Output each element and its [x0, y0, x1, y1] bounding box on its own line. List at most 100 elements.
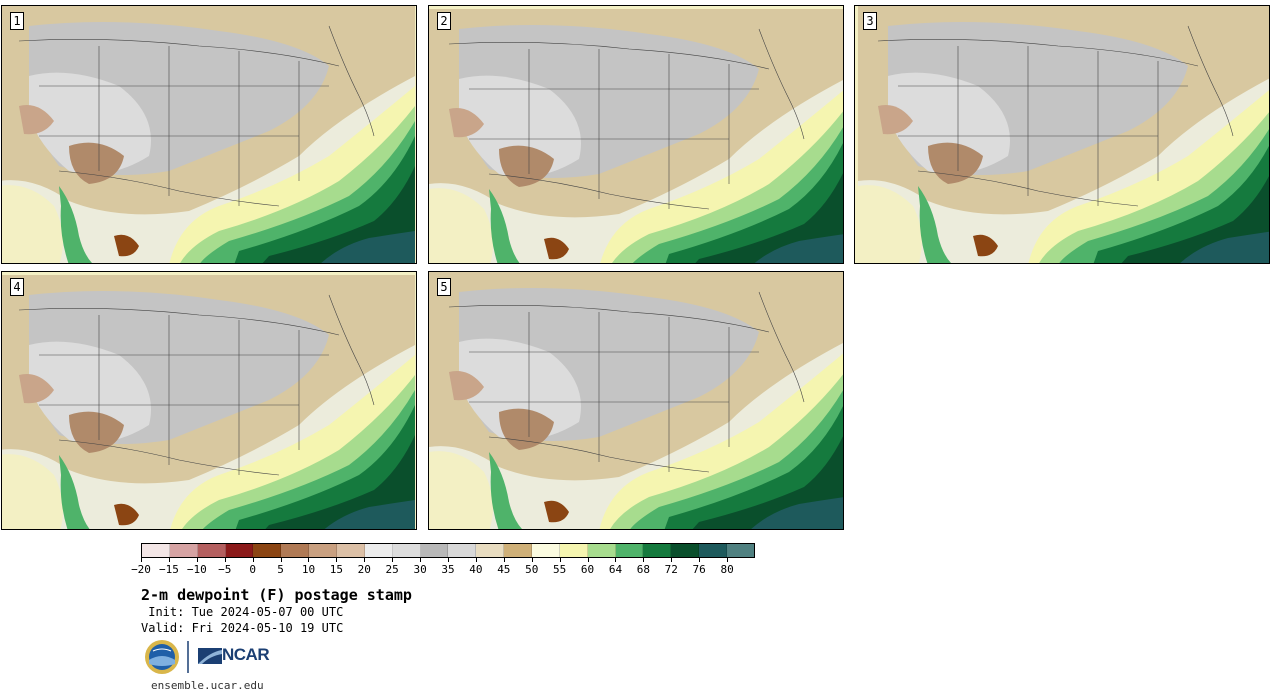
- dewpoint-region: [321, 231, 415, 263]
- colorbar-swatch: [448, 544, 477, 557]
- dewpoint-region: [2, 454, 63, 529]
- map-panel-3: 3: [854, 5, 1270, 264]
- colorbar-tick-label: −15: [158, 563, 179, 576]
- dewpoint-region: [489, 452, 522, 529]
- colorbar-tick: [141, 558, 142, 562]
- colorbar-tick: [615, 558, 617, 562]
- dewpoint-region: [59, 186, 92, 263]
- state-border: [328, 294, 375, 406]
- colorbar-tick: [392, 558, 394, 562]
- dewpoint-region: [429, 451, 493, 529]
- valid-time: Valid: Fri 2024-05-10 19 UTC: [141, 621, 344, 635]
- state-border: [18, 308, 340, 336]
- colorbar-swatch: [559, 544, 588, 557]
- nsf-logo: [145, 640, 179, 674]
- dewpoint-region: [754, 234, 843, 263]
- panel-label: 2: [437, 12, 451, 30]
- state-border: [1187, 25, 1234, 137]
- colorbar-tick: [224, 558, 226, 562]
- colorbar-tick-label: −5: [218, 563, 232, 576]
- dewpoint-map: [2, 6, 415, 263]
- dewpoint-region: [459, 338, 581, 440]
- panel-label: 4: [10, 278, 24, 296]
- colorbar-tick-label: 30: [413, 563, 427, 576]
- colorbar-swatch: [364, 544, 393, 557]
- colorbar: [141, 543, 755, 558]
- state-border: [758, 28, 805, 140]
- colorbar-swatch: [671, 544, 700, 557]
- colorbar-tick-label: 40: [469, 563, 483, 576]
- dewpoint-region: [429, 188, 493, 263]
- colorbar-tick-label: 55: [553, 563, 567, 576]
- state-border: [488, 173, 710, 210]
- colorbar-tick-label: 60: [580, 563, 595, 576]
- colorbar-tick: [308, 558, 310, 562]
- colorbar-tick-label: 50: [525, 563, 539, 576]
- dewpoint-region: [29, 72, 151, 174]
- colorbar-swatch: [281, 544, 310, 557]
- panel-label: 3: [863, 12, 877, 30]
- colorbar-swatch: [197, 544, 226, 557]
- map-panel-5: 5: [428, 271, 844, 530]
- state-border: [18, 39, 340, 67]
- state-border: [758, 291, 805, 403]
- dewpoint-region: [973, 234, 998, 257]
- dewpoint-map: [2, 275, 415, 529]
- map-panel-1: 1: [1, 5, 417, 264]
- ncar-logo: [198, 648, 222, 664]
- state-border: [488, 436, 710, 473]
- state-border: [328, 25, 375, 137]
- dewpoint-region: [544, 237, 569, 260]
- colorbar-tick-label: 10: [301, 563, 316, 576]
- dewpoint-region: [19, 105, 54, 135]
- colorbar-tick-label: 0: [249, 563, 256, 576]
- state-border: [877, 39, 1199, 67]
- dewpoint-region: [751, 497, 843, 529]
- dewpoint-map: [429, 9, 843, 263]
- map-panel-4: 4: [1, 271, 417, 530]
- colorbar-swatch: [309, 544, 338, 557]
- colorbar-swatch: [504, 544, 533, 557]
- colorbar-tick: [671, 558, 673, 562]
- dewpoint-map: [858, 6, 1269, 263]
- dewpoint-region: [1180, 231, 1269, 263]
- colorbar-tick: [643, 558, 645, 562]
- dewpoint-region: [489, 189, 520, 263]
- map-panel-2: 2: [428, 5, 844, 264]
- colorbar-tick: [587, 558, 589, 562]
- dewpoint-region: [888, 72, 1010, 174]
- colorbar-tick: [280, 558, 282, 562]
- state-border: [58, 170, 280, 207]
- dewpoint-region: [114, 234, 139, 257]
- colorbar-tick: [699, 558, 701, 562]
- colorbar-tick-label: 76: [692, 563, 706, 576]
- colorbar-swatch: [392, 544, 421, 557]
- colorbar-swatch: [142, 544, 170, 557]
- colorbar-tick: [448, 558, 449, 562]
- colorbar-swatch: [476, 544, 505, 557]
- dewpoint-region: [2, 185, 63, 263]
- dewpoint-region: [878, 105, 913, 135]
- colorbar-tick-label: 80: [720, 563, 734, 576]
- dewpoint-region: [544, 500, 569, 523]
- site-url: ensemble.ucar.edu: [151, 679, 264, 692]
- colorbar-tick: [531, 558, 533, 562]
- dewpoint-region: [459, 75, 581, 177]
- panel-label: 5: [437, 278, 451, 296]
- colorbar-tick-label: 15: [329, 563, 343, 576]
- colorbar-tick-label: 64: [608, 563, 623, 576]
- colorbar-tick-label: 25: [385, 563, 399, 576]
- dewpoint-region: [449, 371, 484, 401]
- colorbar-swatch: [169, 544, 198, 557]
- colorbar-tick: [196, 558, 198, 562]
- colorbar-swatch: [643, 544, 672, 557]
- logos: [145, 640, 222, 674]
- dewpoint-region: [449, 108, 484, 138]
- colorbar-tick: [252, 558, 254, 562]
- dewpoint-region: [265, 435, 415, 529]
- colorbar-tick: [420, 558, 422, 562]
- colorbar-tick: [336, 558, 338, 562]
- colorbar-swatch: [420, 544, 449, 557]
- colorbar-tick-label: 68: [636, 563, 650, 576]
- state-border: [58, 439, 280, 476]
